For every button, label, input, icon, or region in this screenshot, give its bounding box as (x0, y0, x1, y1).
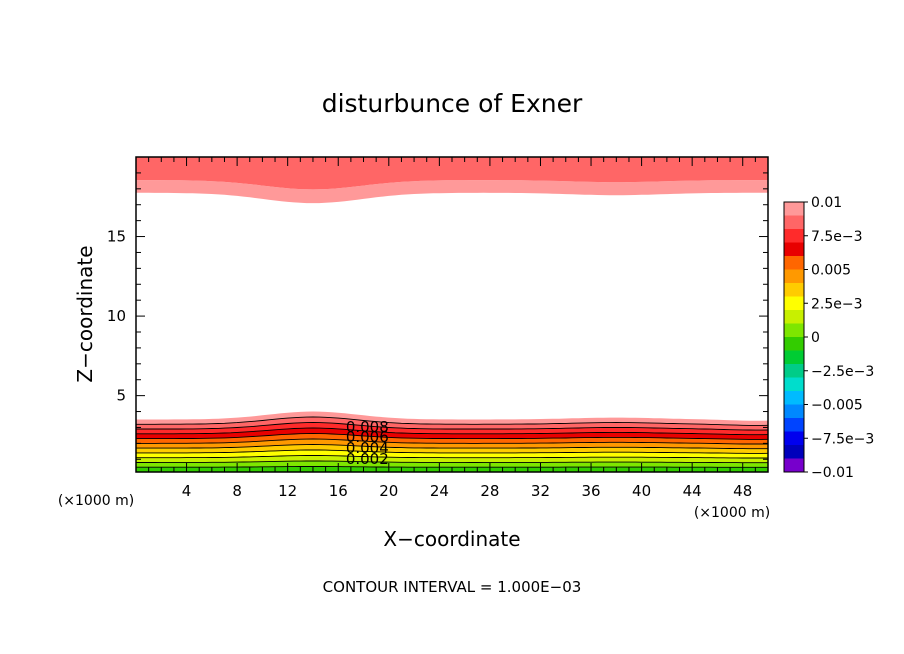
colorbar-label: 0.005 (811, 263, 851, 279)
contour-line (136, 455, 768, 459)
contour-band (136, 444, 768, 454)
colorbar-swatch (784, 431, 804, 446)
x-tick-label: 40 (632, 482, 651, 500)
x-tick-label: 20 (379, 482, 398, 500)
y-tick-label: 10 (107, 307, 126, 325)
contour-line (136, 449, 769, 454)
contour-line (136, 433, 769, 440)
x-tick-label: 12 (278, 482, 297, 500)
colorbar-swatch (784, 256, 804, 270)
colorbar-swatch (784, 404, 804, 419)
contour-band (136, 439, 768, 449)
contour-band (136, 450, 768, 458)
colorbar-label: 7.5e−3 (811, 229, 863, 245)
colorbar-swatch (784, 391, 804, 405)
x-tick-label: 8 (232, 482, 242, 500)
colorbar-swatch (784, 445, 804, 459)
contour-band (136, 428, 768, 440)
contour-line (136, 460, 768, 464)
y-axis-label: Z−coordinate (73, 245, 97, 382)
x-tick-label: 24 (430, 482, 449, 500)
colorbar-label: 0 (811, 330, 820, 346)
colorbar-swatch (784, 323, 804, 338)
y-tick-label: 15 (107, 228, 126, 246)
colorbar-swatch (784, 418, 804, 432)
colorbar-swatch (784, 364, 804, 378)
colorbar-swatch (784, 229, 804, 243)
colorbar-label: 2.5e−3 (811, 296, 863, 312)
contour-band (136, 180, 768, 204)
colorbar-swatch (784, 283, 804, 297)
y-tick-label: 5 (116, 387, 126, 405)
x-tick-label: 16 (329, 482, 348, 500)
colorbar-swatch (784, 215, 804, 230)
x-tick-label: 36 (581, 482, 600, 500)
contour-line (136, 422, 769, 431)
chart-title: disturbunce of Exner (322, 89, 583, 118)
x-tick-label: 32 (531, 482, 550, 500)
x-tick-label: 44 (683, 482, 702, 500)
colorbar-swatch (784, 296, 804, 311)
colorbar-swatch (784, 202, 804, 216)
colorbar-swatch (784, 242, 804, 257)
colorbar-swatch (784, 350, 804, 365)
contour-line (136, 416, 769, 426)
contour-band (136, 461, 768, 468)
contour-band (136, 417, 768, 431)
x-tick-label: 48 (733, 482, 752, 500)
x-axis-label: X−coordinate (383, 527, 520, 551)
contour-line (136, 438, 768, 445)
y-unit-label: (×1000 m) (58, 493, 134, 509)
colorbar-label: −2.5e−3 (811, 364, 874, 380)
contour-label: 0.006 (346, 428, 389, 446)
contour-label: 0.004 (346, 439, 389, 457)
colorbar-swatch (784, 458, 804, 473)
contour-label: 0.008 (346, 418, 389, 436)
x-tick-label: 4 (182, 482, 192, 500)
colorbar-swatch (784, 269, 804, 284)
contour-interval-note: CONTOUR INTERVAL = 1.000E−03 (323, 578, 582, 596)
x-tick-label: 28 (480, 482, 499, 500)
contour-band (136, 411, 768, 426)
contour-line (136, 427, 769, 436)
x-unit-label: (×1000 m) (694, 505, 770, 521)
colorbar-label: −0.01 (811, 465, 854, 481)
colorbar-label: −7.5e−3 (811, 431, 874, 447)
contour-band (136, 157, 768, 190)
contour-band (136, 422, 768, 435)
contour-label: 0.002 (346, 450, 389, 468)
colorbar-swatch (784, 337, 804, 351)
contour-line (136, 444, 768, 450)
colorbar-label: 0.01 (811, 195, 842, 211)
colorbar-swatch (784, 377, 804, 392)
colorbar: 0.01 7.5e−3 0.005 2.5e−3 0 −2.5e−3 −0.005 −7.5e… (783, 195, 874, 481)
colorbar-label: −0.005 (811, 398, 863, 414)
colorbar-swatch (784, 310, 804, 324)
